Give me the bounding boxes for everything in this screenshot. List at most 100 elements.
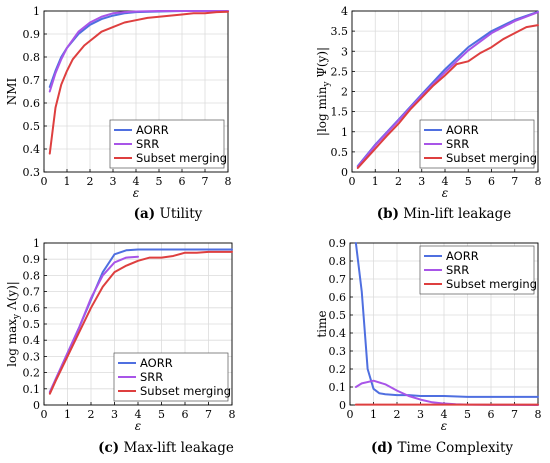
x-tick-label: 5 <box>158 408 165 421</box>
y-tick-label: 0.8 <box>329 255 347 268</box>
y-axis-label: NMI <box>5 77 19 105</box>
series-line-aorr <box>48 10 229 88</box>
x-tick-label: 1 <box>372 175 379 188</box>
panel-c: 0 1 2 3 4 5 6 7 800.10.20.30.40.50.60.70.80.91εl… <box>5 237 236 456</box>
x-tick-label: 7 <box>205 408 212 421</box>
panel-b: 0 1 2 3 4 5 6 7 800.511.522.533.54ε|log miny Ψ(y… <box>315 5 542 222</box>
x-tick-label: 8 <box>225 175 232 188</box>
x-tick-label: 0 <box>349 175 356 188</box>
y-tick-label: 0.3 <box>23 166 41 179</box>
y-tick-label: 0 <box>33 399 40 412</box>
y-tick-label: 1 <box>341 126 348 139</box>
x-tick-label: 6 <box>488 175 495 188</box>
legend-label: Subset merging <box>136 151 227 165</box>
x-tick-label: 0 <box>41 408 48 421</box>
y-tick-label: 0.3 <box>329 345 347 358</box>
panel-caption-text: Min-lift leakage <box>399 206 511 222</box>
y-tick-label: 2 <box>341 86 348 99</box>
y-tick-label: 0.8 <box>23 269 41 282</box>
y-tick-label: 0.5 <box>23 318 41 331</box>
y-axis-label: |log miny Ψ(y)| <box>315 47 332 136</box>
panel-caption: (b) Min-lift leakage <box>377 206 511 222</box>
y-tick-label: 4 <box>341 5 348 18</box>
panel-a: 0 1 2 3 4 5 6 7 80.30.40.50.60.70.80.91εNMIAORRS… <box>5 5 232 222</box>
x-tick-label: 6 <box>182 408 189 421</box>
y-tick-label: 0.6 <box>329 291 347 304</box>
y-tick-label: 0.2 <box>329 363 347 376</box>
legend-label: Subset merging <box>446 277 537 291</box>
y-tick-label: 0.7 <box>329 273 347 286</box>
x-tick-label: 3 <box>417 408 424 421</box>
series-line-srr <box>48 10 229 93</box>
y-tick-label: 0.4 <box>23 143 41 156</box>
series-line-subset-merging <box>356 24 539 169</box>
legend-label: SRR <box>140 370 163 384</box>
panel-caption-text: Utility <box>155 206 202 222</box>
legend-label: AORR <box>136 123 169 137</box>
x-tick-label: 2 <box>395 175 402 188</box>
x-tick-label: 3 <box>111 408 118 421</box>
panel-caption-text: Time Complexity <box>393 440 513 456</box>
x-tick-label: 6 <box>179 175 186 188</box>
x-tick-label: 0 <box>41 175 48 188</box>
x-tick-label: 1 <box>64 408 71 421</box>
legend-label: AORR <box>446 123 479 137</box>
x-tick-label: 7 <box>511 408 518 421</box>
panel-caption: (d) Time Complexity <box>371 440 513 456</box>
x-tick-label: 6 <box>488 408 495 421</box>
series-line-srr <box>354 379 539 406</box>
x-axis-label: ε <box>135 419 141 433</box>
x-tick-label: 5 <box>465 175 472 188</box>
series-line-subset-merging <box>48 10 229 155</box>
x-tick-label: 0 <box>347 408 354 421</box>
x-tick-label: 8 <box>535 408 542 421</box>
x-tick-label: 4 <box>133 175 140 188</box>
panel-caption-text: Max-lift leakage <box>119 440 234 456</box>
panel-caption-tag: (d) <box>371 440 393 456</box>
x-tick-label: 4 <box>441 408 448 421</box>
x-axis-label: ε <box>441 419 447 433</box>
panel-caption: (a) Utility <box>134 206 203 222</box>
x-tick-label: 4 <box>442 175 449 188</box>
y-tick-label: 0.3 <box>23 350 41 363</box>
y-tick-label: 0.5 <box>331 146 349 159</box>
legend-label: SRR <box>136 137 159 151</box>
y-axis-label: time <box>315 310 329 337</box>
x-tick-label: 8 <box>229 408 236 421</box>
y-tick-label: 0.6 <box>23 302 41 315</box>
x-tick-label: 5 <box>156 175 163 188</box>
y-tick-label: 0 <box>339 399 346 412</box>
series-line-subset-merging <box>48 250 233 395</box>
legend-label: SRR <box>446 263 469 277</box>
y-tick-label: 0.1 <box>329 381 347 394</box>
x-tick-label: 2 <box>87 175 94 188</box>
panel-caption-tag: (b) <box>377 206 399 222</box>
y-tick-label: 1 <box>33 237 40 250</box>
panel-caption: (c) Max-lift leakage <box>98 440 234 456</box>
legend-label: SRR <box>446 137 469 151</box>
legend-label: AORR <box>140 356 173 370</box>
x-tick-label: 7 <box>511 175 518 188</box>
y-tick-label: 0.5 <box>23 120 41 133</box>
y-tick-label: 1 <box>33 5 40 18</box>
y-tick-label: 0.4 <box>329 327 347 340</box>
y-tick-label: 1.5 <box>331 106 349 119</box>
y-tick-label: 0.1 <box>23 383 41 396</box>
legend-label: Subset merging <box>446 151 537 165</box>
x-tick-label: 1 <box>64 175 71 188</box>
y-tick-label: 0.7 <box>23 74 41 87</box>
x-tick-label: 7 <box>202 175 209 188</box>
y-tick-label: 0.6 <box>23 97 41 110</box>
y-tick-label: 0 <box>341 166 348 179</box>
x-axis-label: ε <box>442 186 448 200</box>
x-axis-label: ε <box>133 186 139 200</box>
y-tick-label: 3 <box>341 45 348 58</box>
legend-label: Subset merging <box>140 384 231 398</box>
y-tick-label: 0.8 <box>23 51 41 64</box>
y-tick-label: 0.9 <box>23 28 41 41</box>
x-tick-label: 8 <box>535 175 542 188</box>
series-line-srr <box>356 11 539 168</box>
y-tick-label: 0.5 <box>329 309 347 322</box>
panel-d: 0 1 2 3 4 5 6 7 8 0 0.1 0.2 0.3 0.4 0.5 0.6 0.7 0.8 0.9 ε ti… <box>315 237 542 456</box>
